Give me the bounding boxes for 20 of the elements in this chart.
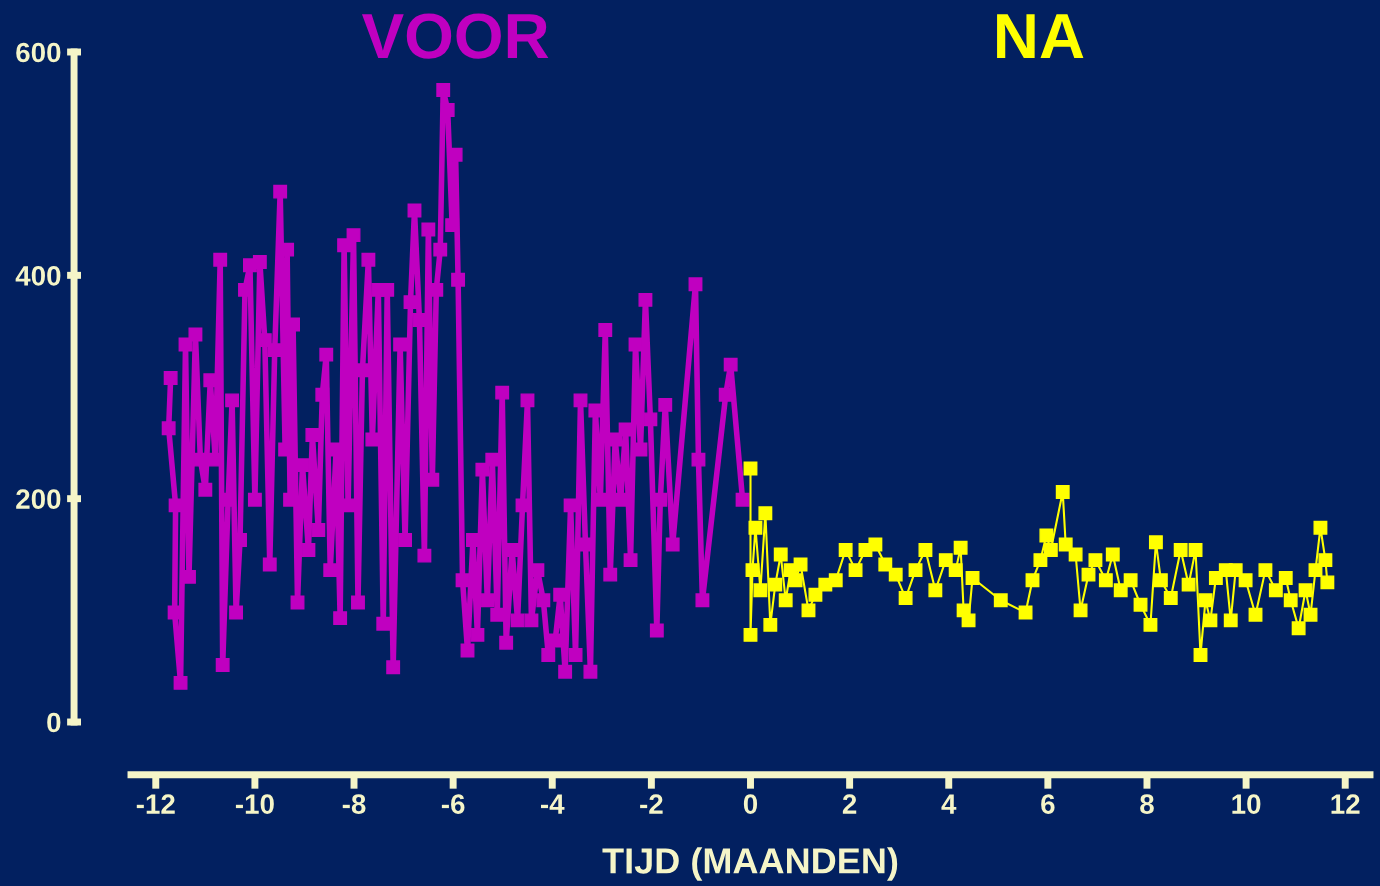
- x-tick-label: 10: [1232, 794, 1261, 814]
- x-tick-label: 12: [1331, 794, 1360, 814]
- text: NA: [997, 14, 1084, 59]
- x-tick-label: -12: [136, 794, 175, 814]
- x-tick-label: -8: [342, 794, 366, 814]
- x-tick-label: 6: [1041, 794, 1055, 814]
- y-tick-label: 600: [16, 42, 61, 63]
- x-tick-label: -6: [441, 794, 465, 814]
- x-tick-label: 4: [941, 794, 957, 814]
- x-axis-title: TIJD (MAANDEN): [602, 847, 898, 881]
- x-tick-label: 2: [842, 794, 857, 814]
- y-tick-label: 200: [16, 489, 61, 510]
- series-label: VOOR: [361, 13, 549, 59]
- x-tick-label: -4: [541, 794, 565, 814]
- x-tick-label: -10: [235, 794, 274, 814]
- y-tick-label: 0: [47, 712, 61, 733]
- x-tick-label: 8: [1140, 794, 1154, 814]
- x-tick-label: 0: [743, 794, 758, 814]
- x-tick-label: -2: [640, 794, 663, 814]
- y-tick-label: 400: [15, 266, 61, 286]
